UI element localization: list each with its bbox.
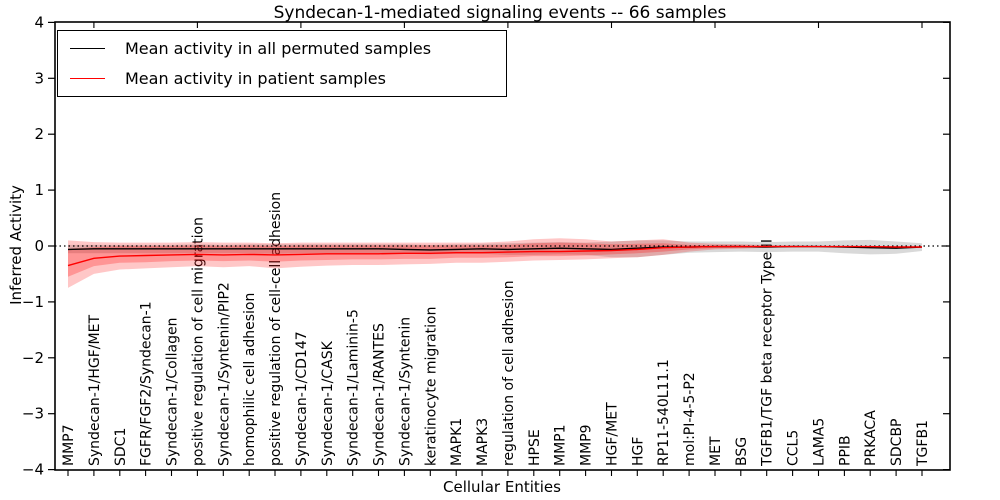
legend-label-permuted: Mean activity in all permuted samples xyxy=(125,38,432,58)
y-tick-label: 3 xyxy=(34,69,44,87)
patient-samples-band-outer-area xyxy=(68,238,922,288)
y-tick-label: 2 xyxy=(34,125,44,143)
legend: Mean activity in all permuted samples Me… xyxy=(57,30,507,97)
x-tick-label: FGFR/FGF2/Syndecan-1 xyxy=(139,301,155,466)
red-line-sample-icon xyxy=(70,77,105,79)
x-tick-label: CCL5 xyxy=(786,430,802,466)
x-tick-label: HGF/MET xyxy=(605,402,621,466)
x-axis-label: Cellular Entities xyxy=(443,478,561,496)
x-tick-label: HPSE xyxy=(527,429,543,466)
x-tick-label: Syndecan-1/Syntenin xyxy=(397,317,413,466)
x-tick-label: SDC1 xyxy=(113,428,129,466)
patient-mean-line xyxy=(67,245,922,267)
x-tick-label: HGF xyxy=(630,437,646,466)
x-tick-label: RP11-540L11.1 xyxy=(656,359,672,466)
x-tick-label: MAPK3 xyxy=(475,418,491,466)
x-tick-label: positive regulation of cell-cell adhesio… xyxy=(268,192,284,466)
x-tick-label: MMP7 xyxy=(61,424,77,466)
x-tick-label: MMP1 xyxy=(553,424,569,466)
x-tick-label: SDCBP xyxy=(889,419,905,467)
y-tick-label: −3 xyxy=(22,405,44,423)
x-tick-label: PRKACA xyxy=(863,410,879,466)
y-axis-label: Inferred Activity xyxy=(7,185,25,305)
x-tick-label: Syndecan-1/RANTES xyxy=(372,323,388,466)
x-tick-label: Syndecan-1/CASK xyxy=(320,340,336,466)
legend-label-patient: Mean activity in patient samples xyxy=(125,68,386,88)
x-tick-label: keratinocyte migration xyxy=(423,307,439,466)
patient-samples-band-inner-area xyxy=(68,242,922,277)
x-tick-label: MET xyxy=(708,436,724,466)
x-tick-label: BSG xyxy=(734,437,750,466)
y-tick-label: −2 xyxy=(22,349,44,367)
x-tick-label: TGFB1 xyxy=(915,420,931,467)
x-tick-label: MAPK1 xyxy=(449,418,465,466)
x-tick-label: positive regulation of cell migration xyxy=(190,217,206,466)
x-tick-label: TGFB1/TGF beta receptor Type II xyxy=(760,239,776,467)
x-tick-label: Syndecan-1/Laminin-5 xyxy=(346,309,362,466)
x-tick-label: MMP9 xyxy=(579,424,595,466)
x-tick-label: PPIB xyxy=(837,435,853,466)
x-tick-label: regulation of cell adhesion xyxy=(501,280,517,466)
black-line-sample-icon xyxy=(70,47,105,49)
legend-entry-permuted: Mean activity in all permuted samples xyxy=(70,36,494,60)
x-tick-label: Syndecan-1/CD147 xyxy=(294,331,310,466)
y-tick-label: 1 xyxy=(34,181,44,199)
chart-title: Syndecan-1-mediated signaling events -- … xyxy=(273,3,727,23)
x-tick-label: mol:PI-4-5-P2 xyxy=(682,372,698,466)
x-tick-label: Syndecan-1/HGF/MET xyxy=(87,315,103,466)
x-tick-label: Syndecan-1/Syntenin/PIP2 xyxy=(216,282,232,466)
y-tick-label: −4 xyxy=(22,461,44,479)
y-tick-label: 0 xyxy=(34,237,44,255)
x-tick-label: Syndecan-1/Collagen xyxy=(165,318,181,466)
legend-entry-patient: Mean activity in patient samples xyxy=(70,66,494,90)
y-tick-label: −1 xyxy=(22,293,44,311)
x-tick-label: homophilic cell adhesion xyxy=(242,293,258,466)
x-tick-label: LAMA5 xyxy=(812,418,828,466)
y-tick-label: 4 xyxy=(34,13,44,31)
